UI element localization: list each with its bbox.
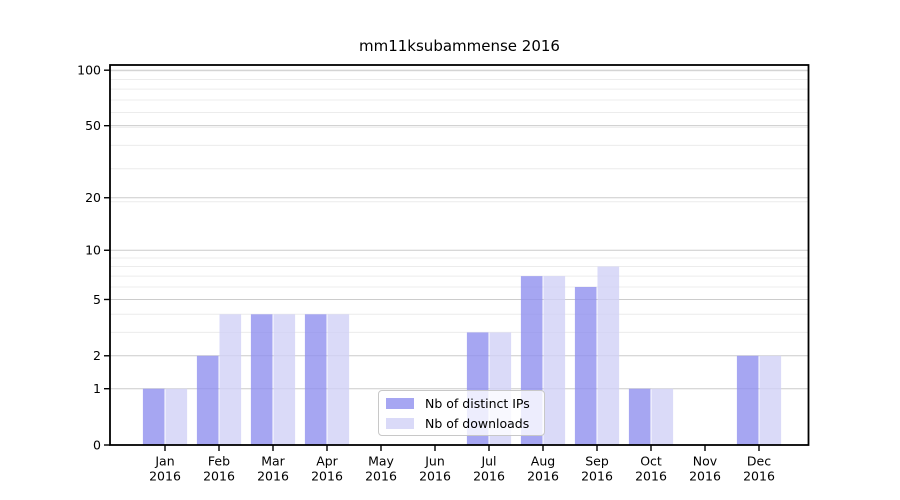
x-tick-year-sep: 2016 — [581, 469, 613, 484]
bar-distinct-ips-mar — [250, 314, 273, 445]
bar-downloads-aug — [543, 276, 566, 445]
x-tick-label-may: May — [368, 454, 394, 469]
y-tick-label-20: 20 — [85, 190, 101, 205]
legend-swatch-downloads — [386, 417, 414, 429]
x-tick-year-jul: 2016 — [473, 469, 505, 484]
legend: Nb of distinct IPs Nb of downloads — [378, 390, 545, 436]
bar-downloads-sep — [597, 266, 620, 445]
x-tick-year-nov: 2016 — [689, 469, 721, 484]
bar-downloads-feb — [219, 314, 242, 445]
bar-distinct-ips-dec — [736, 355, 759, 445]
x-tick-year-apr: 2016 — [311, 469, 343, 484]
bar-distinct-ips-sep — [574, 286, 597, 445]
y-tick-label-2: 2 — [93, 348, 101, 363]
x-tick-year-may: 2016 — [365, 469, 397, 484]
x-tick-label-jul: Jul — [480, 454, 496, 469]
x-tick-label-mar: Mar — [261, 454, 285, 469]
x-tick-label-oct: Oct — [640, 454, 662, 469]
y-tick-label-5: 5 — [93, 292, 101, 307]
y-tick-label-10: 10 — [85, 243, 101, 258]
x-tick-year-dec: 2016 — [743, 469, 775, 484]
legend-label-downloads: Nb of downloads — [425, 415, 530, 431]
bar-distinct-ips-oct — [628, 388, 651, 445]
x-tick-label-feb: Feb — [208, 454, 230, 469]
x-tick-label-nov: Nov — [693, 454, 718, 469]
legend-label-distinct-ips: Nb of distinct IPs — [425, 395, 530, 411]
bar-distinct-ips-jan — [142, 388, 165, 445]
bar-downloads-jan — [165, 388, 188, 445]
x-tick-label-jan: Jan — [154, 454, 174, 469]
bar-downloads-mar — [273, 314, 296, 445]
bar-distinct-ips-feb — [196, 355, 219, 445]
y-tick-label-100: 100 — [77, 62, 101, 77]
x-tick-label-apr: Apr — [316, 454, 338, 469]
x-tick-label-jun: Jun — [424, 454, 445, 469]
bar-downloads-dec — [759, 355, 782, 445]
legend-item-distinct-ips: Nb of distinct IPs — [386, 393, 544, 413]
x-tick-label-sep: Sep — [585, 454, 609, 469]
x-tick-year-aug: 2016 — [527, 469, 559, 484]
y-tick-label-0: 0 — [93, 437, 101, 452]
x-tick-year-oct: 2016 — [635, 469, 667, 484]
x-tick-year-mar: 2016 — [257, 469, 289, 484]
x-tick-year-feb: 2016 — [203, 469, 235, 484]
bar-downloads-oct — [651, 388, 674, 445]
legend-swatch-distinct-ips — [386, 397, 414, 409]
chart-title: mm11ksubammense 2016 — [359, 37, 560, 55]
bar-downloads-apr — [327, 314, 350, 445]
x-tick-label-dec: Dec — [747, 454, 771, 469]
bar-distinct-ips-apr — [304, 314, 327, 445]
legend-item-downloads: Nb of downloads — [386, 413, 544, 433]
x-tick-label-aug: Aug — [531, 454, 555, 469]
x-tick-year-jan: 2016 — [149, 469, 181, 484]
axes-frame — [109, 64, 810, 446]
x-tick-year-jun: 2016 — [419, 469, 451, 484]
y-tick-label-50: 50 — [85, 118, 101, 133]
y-tick-label-1: 1 — [93, 381, 101, 396]
